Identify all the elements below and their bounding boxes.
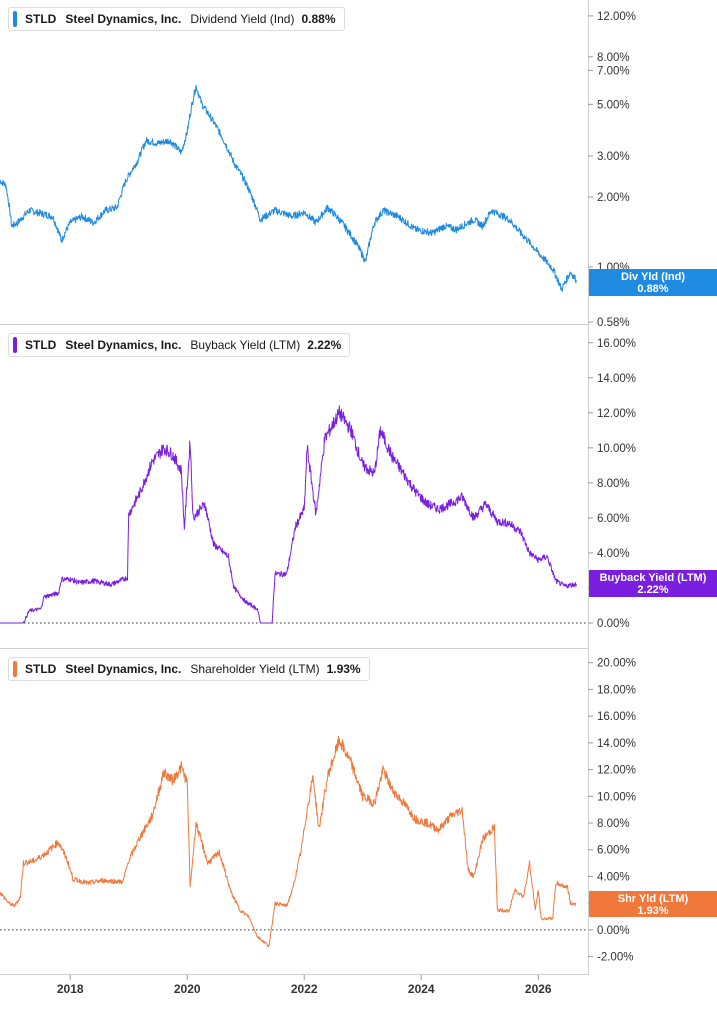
value-tag-label: Buyback Yield (LTM)	[599, 572, 707, 584]
y-tick-label: 5.00%	[597, 99, 630, 111]
legend-ticker: STLD	[25, 338, 57, 352]
legend-color-swatch	[13, 661, 17, 677]
y-tick-label: 20.00%	[597, 658, 636, 670]
legend-buyback-yield: STLD Steel Dynamics, Inc. Buyback Yield …	[8, 333, 351, 357]
y-tick-label: 14.00%	[597, 738, 636, 750]
y-tick-label: -2.00%	[597, 952, 633, 964]
legend-ticker: STLD	[25, 12, 57, 26]
y-tick-label: 0.00%	[597, 925, 630, 937]
legend-company: Steel Dynamics, Inc.	[65, 662, 182, 676]
x-tick-label: 2026	[525, 982, 552, 996]
y-tick-label: 4.00%	[597, 871, 630, 883]
series-line	[0, 405, 577, 624]
value-tag-label: Shr Yld (LTM)	[617, 893, 689, 905]
value-tag-value: 1.93%	[637, 905, 669, 917]
y-tick-label: 12.00%	[597, 408, 636, 420]
legend-value: 1.93%	[326, 662, 361, 676]
x-tick-label: 2024	[408, 982, 435, 996]
y-tick-label: 16.00%	[597, 338, 636, 350]
y-tick-label: 10.00%	[597, 791, 636, 803]
y-tick-label: 0.58%	[597, 317, 630, 329]
legend-company: Steel Dynamics, Inc.	[65, 338, 182, 352]
y-tick-label: 18.00%	[597, 684, 636, 696]
legend-color-swatch	[13, 11, 17, 27]
legend-value: 0.88%	[301, 12, 336, 26]
legend-metric: Shareholder Yield (LTM)	[190, 662, 320, 676]
value-tag-label: Div Yld (Ind)	[621, 271, 685, 283]
x-tick-label: 2020	[174, 982, 201, 996]
x-tick-label: 2022	[291, 982, 318, 996]
legend-value: 2.22%	[307, 338, 342, 352]
y-tick-label: 6.00%	[597, 845, 630, 857]
value-tag-value: 2.22%	[637, 584, 669, 596]
legend-dividend-yield: STLD Steel Dynamics, Inc. Dividend Yield…	[8, 7, 345, 31]
y-tick-label: 3.00%	[597, 151, 630, 163]
y-tick-label: 4.00%	[597, 548, 630, 560]
value-tag-dividend: Div Yld (Ind) 0.88%	[589, 269, 717, 296]
y-tick-label: 14.00%	[597, 373, 636, 385]
value-tag-buyback: Buyback Yield (LTM) 2.22%	[589, 570, 717, 597]
x-tick-label: 2018	[57, 982, 84, 996]
legend-color-swatch	[13, 337, 17, 353]
value-tag-shareholder: Shr Yld (LTM) 1.93%	[589, 891, 717, 917]
y-tick-label: 0.00%	[597, 618, 630, 630]
y-tick-label: 7.00%	[597, 65, 630, 77]
y-tick-label: 8.00%	[597, 52, 630, 64]
y-tick-label: 12.00%	[597, 11, 636, 23]
legend-ticker: STLD	[25, 662, 57, 676]
legend-shareholder-yield: STLD Steel Dynamics, Inc. Shareholder Yi…	[8, 657, 370, 681]
value-tag-value: 0.88%	[637, 283, 669, 295]
y-tick-label: 16.00%	[597, 711, 636, 723]
legend-metric: Dividend Yield (Ind)	[190, 12, 295, 26]
y-tick-label: 2.00%	[597, 192, 630, 204]
y-tick-label: 8.00%	[597, 818, 630, 830]
series-line	[0, 736, 577, 948]
legend-company: Steel Dynamics, Inc.	[65, 12, 182, 26]
y-tick-label: 6.00%	[597, 513, 630, 525]
y-tick-label: 10.00%	[597, 443, 636, 455]
y-tick-label: 8.00%	[597, 478, 630, 490]
legend-metric: Buyback Yield (LTM)	[190, 338, 301, 352]
series-line	[0, 85, 577, 292]
y-tick-label: 12.00%	[597, 765, 636, 777]
